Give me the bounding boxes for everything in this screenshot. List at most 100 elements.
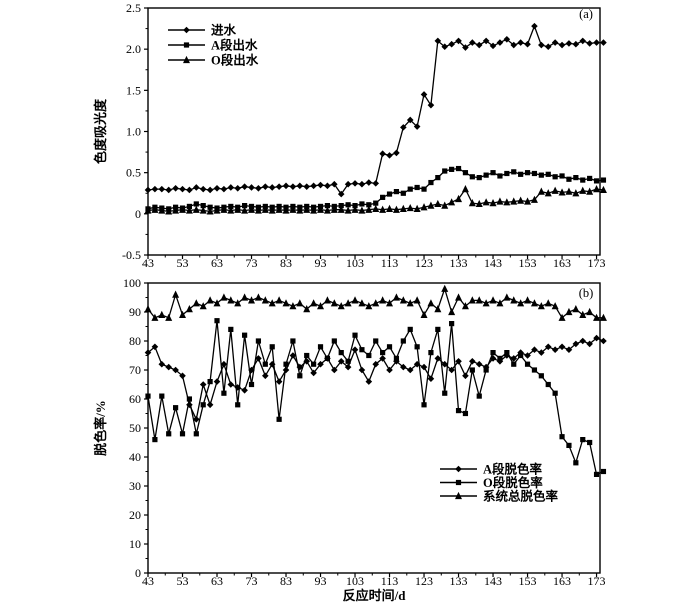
triangle-marker: [448, 198, 456, 206]
square-marker: [290, 338, 296, 344]
diamond-marker: [482, 37, 490, 45]
square-marker: [386, 344, 393, 350]
square-marker: [462, 410, 469, 417]
panel-label: (b): [579, 286, 594, 300]
triangle-marker: [517, 299, 525, 307]
triangle-marker: [406, 299, 414, 307]
diamond-marker: [331, 366, 338, 374]
triangle-marker: [165, 207, 173, 215]
triangle-marker: [392, 293, 400, 301]
diamond-marker: [282, 182, 290, 190]
square-marker: [455, 165, 462, 172]
triangle-marker: [420, 203, 428, 211]
diamond-marker: [538, 349, 545, 356]
diamond-marker: [579, 337, 587, 345]
square-marker: [317, 344, 324, 350]
square-marker: [393, 189, 400, 195]
triangle-marker: [558, 188, 566, 196]
legend-label: A段脱色率: [483, 462, 543, 477]
diamond-marker: [275, 183, 283, 190]
square-marker: [483, 367, 489, 373]
diamond-marker: [469, 39, 476, 46]
diamond-marker: [558, 41, 566, 49]
diamond-marker: [469, 358, 476, 365]
x-tick-label: 83: [280, 256, 292, 270]
y-tick-label: 0: [135, 207, 141, 221]
series-o-stage-decolorization: [145, 318, 607, 477]
diamond-marker: [372, 360, 380, 368]
triangle-marker: [579, 310, 587, 318]
diamond-marker: [165, 186, 173, 194]
triangle-marker: [199, 302, 207, 310]
triangle-marker: [254, 293, 262, 301]
square-marker: [538, 373, 544, 379]
x-axis-title: 反应时间/d: [343, 588, 407, 603]
square-marker: [518, 352, 524, 359]
triangle-marker: [351, 296, 359, 304]
square-marker: [511, 169, 517, 175]
triangle-marker: [213, 206, 221, 214]
diamond-marker: [586, 40, 593, 47]
diamond-marker: [489, 355, 497, 362]
y-tick-label: 1.0: [126, 125, 141, 139]
diamond-marker: [179, 372, 186, 380]
diamond-marker: [455, 37, 462, 45]
x-tick-label: 63: [211, 574, 223, 588]
square-marker: [297, 373, 303, 379]
diamond-marker: [406, 116, 414, 124]
square-marker: [449, 166, 455, 172]
square-marker: [193, 201, 199, 207]
y-tick-label: -0.5: [122, 248, 141, 262]
legend-diamond-marker: [455, 465, 462, 473]
triangle-marker: [406, 203, 414, 212]
diamond-marker: [475, 41, 483, 49]
triangle-marker: [358, 299, 366, 307]
x-tick-label: 153: [519, 574, 537, 588]
triangle-marker: [427, 201, 435, 209]
triangle-marker: [551, 186, 559, 194]
triangle-marker: [254, 206, 262, 214]
diamond-marker: [434, 355, 442, 362]
triangle-marker: [510, 296, 518, 304]
x-tick-label: 53: [177, 256, 189, 270]
x-tick-label: 123: [415, 256, 433, 270]
triangle-marker: [365, 205, 373, 213]
diamond-marker: [427, 101, 435, 109]
diamond-marker: [572, 340, 580, 348]
square-marker: [159, 393, 165, 399]
square-marker: [593, 471, 600, 477]
legend-triangle-marker: [183, 55, 190, 64]
legend-label: O段出水: [211, 53, 259, 68]
square-marker: [462, 170, 469, 176]
diamond-marker: [517, 39, 524, 46]
diamond-marker: [241, 183, 248, 190]
square-marker: [393, 355, 400, 361]
triangle-marker: [213, 299, 221, 307]
legend-square-marker: [455, 479, 462, 486]
triangle-marker: [468, 296, 476, 304]
square-marker: [173, 405, 179, 411]
diamond-marker: [462, 372, 469, 380]
square-marker: [345, 358, 351, 364]
square-marker: [552, 390, 558, 396]
triangle-marker: [565, 187, 573, 195]
x-tick-label: 133: [450, 574, 468, 588]
square-marker: [566, 176, 572, 182]
triangle-marker: [544, 189, 552, 197]
square-marker: [152, 437, 158, 443]
x-tick-label: 153: [519, 256, 537, 270]
triangle-marker: [289, 205, 297, 213]
triangle-marker: [503, 293, 511, 301]
triangle-marker: [323, 206, 331, 214]
square-marker: [207, 204, 213, 210]
diamond-marker: [544, 43, 552, 50]
series-influent: [144, 22, 607, 198]
triangle-marker: [441, 284, 449, 292]
diamond-marker: [193, 184, 200, 191]
square-marker: [545, 171, 551, 177]
square-marker: [497, 355, 503, 361]
square-marker: [145, 393, 151, 399]
y-tick-label: 50: [129, 421, 141, 435]
diamond-marker: [441, 43, 449, 50]
triangle-marker: [434, 305, 442, 313]
